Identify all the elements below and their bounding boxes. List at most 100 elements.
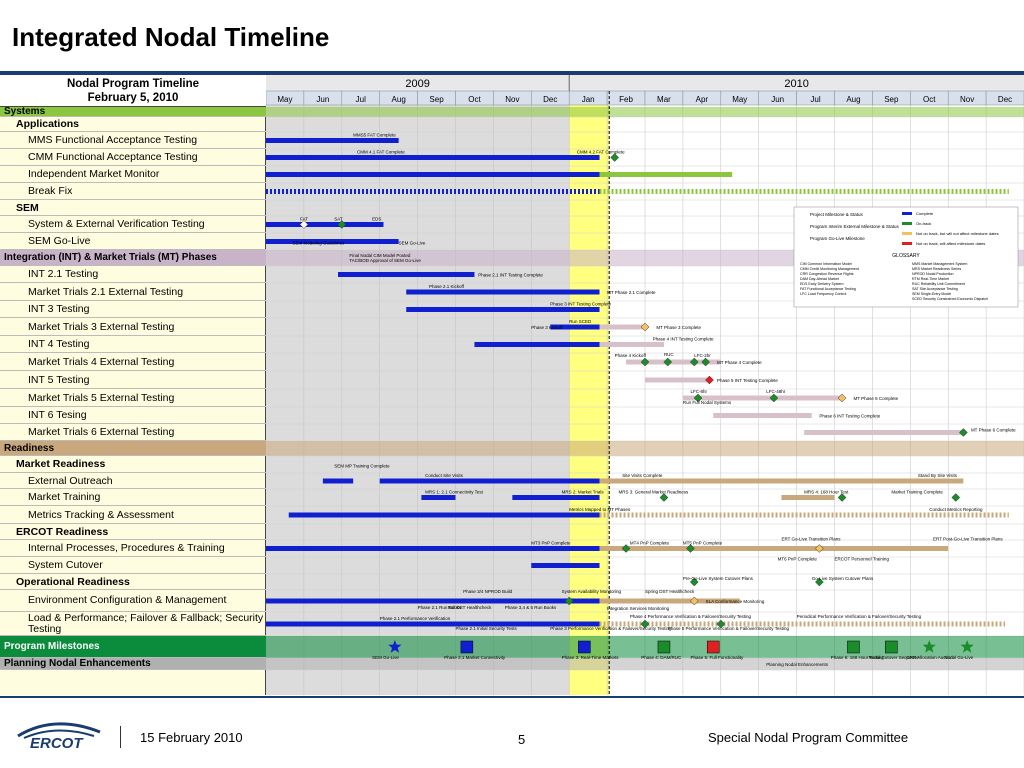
- annotation: Phase 3: Real-Time Markets: [562, 655, 620, 660]
- bar-training-2: [512, 495, 600, 500]
- legend-swatch: [902, 212, 912, 215]
- section-band: [266, 658, 1024, 670]
- row-label: External Outreach: [0, 473, 266, 489]
- ercot-logo-icon: [17, 722, 101, 739]
- annotation: Phase 2.1 Initial Security Tests: [456, 626, 518, 631]
- annotation: MT4 PnP Complete: [630, 541, 670, 546]
- milestone-diamond: [299, 220, 309, 229]
- glossary-item: MMS Market Management System: [912, 262, 967, 266]
- slide-title: Integrated Nodal Timeline: [12, 22, 330, 52]
- milestone-diamond: [837, 493, 847, 502]
- annotation: MT Phase 4 Complete: [717, 360, 762, 365]
- milestone-diamond: [716, 619, 726, 629]
- annotation: Phase 3 INT Testing Complete: [550, 302, 611, 307]
- bar-mms-fat: [266, 138, 399, 143]
- bar-sem-golive: [266, 239, 399, 244]
- annotation: Metrics Mapped to MT Phases: [569, 507, 631, 512]
- glossary-item: NPROD Nodal Production: [912, 272, 954, 276]
- milestone-square: [460, 640, 474, 654]
- annotation: Phase 5 Performance Verification & Failo…: [668, 626, 790, 631]
- glossary-item: SAT Site Acceptance Testing: [912, 287, 958, 291]
- legend-item: Not on track, will affect milestone date…: [916, 241, 985, 246]
- bar-cmm-fat: [266, 155, 600, 160]
- annotation: Nodal Cutover Sequence: [869, 655, 920, 660]
- month-label: Jul: [356, 95, 366, 104]
- bar-metrics: [288, 512, 600, 518]
- milestone-diamond: [689, 577, 699, 587]
- annotation: Phase 2.1 Performance Verification: [380, 616, 451, 621]
- milestone-diamond: [663, 357, 673, 367]
- milestone-diamond: [621, 544, 631, 553]
- row-label: Program Milestones: [0, 636, 266, 658]
- bar-sem-verification: [266, 222, 384, 227]
- chart-header-date: February 5, 2010: [87, 92, 179, 104]
- bar-env-config: [266, 598, 600, 604]
- glossary-item: CMM Credit Monitoring Management: [800, 267, 859, 271]
- annotation: Market Training Complete: [891, 490, 943, 495]
- year-band: [266, 75, 1024, 91]
- annotation: CRR Allocation Auction: [907, 655, 954, 660]
- annotation: Phase 3 Performance Verification & Failo…: [550, 626, 672, 631]
- section-band: [266, 636, 1024, 658]
- bar-mt-6: [804, 430, 964, 435]
- month-label: Sep: [884, 95, 899, 104]
- row-label: Market Training: [0, 489, 266, 506]
- month-label: Apr: [696, 95, 709, 104]
- row-label: Operational Readiness: [0, 574, 266, 590]
- chart-header: Nodal Program Timeline February 5, 2010: [0, 75, 266, 107]
- legend-item: Not on track, but will not affect milest…: [916, 231, 999, 236]
- bar-mt-3-future: [599, 324, 645, 330]
- annotation: MT Phase 6 Complete: [971, 428, 1016, 433]
- month-label: Dec: [998, 95, 1012, 104]
- annotation: Site Visits Complete: [622, 473, 663, 478]
- highlight-jan: [569, 91, 609, 695]
- annotation: Phase 3,4 & 5 Run Books: [505, 605, 557, 610]
- annotation: Phase 4 Kickoff: [615, 353, 647, 358]
- annotation: SEM Go-Live: [399, 241, 426, 246]
- annotation: Stand By Site Visits: [918, 473, 958, 478]
- row-label: Market Trials 2.1 External Testing: [0, 283, 266, 301]
- year-label: 2010: [784, 78, 808, 90]
- annotation: Conduct Metrics Reporting: [929, 507, 983, 512]
- row-label: Applications: [0, 117, 266, 132]
- milestone-diamond: [951, 493, 961, 502]
- annotation: Run Full Nodal Systems: [683, 400, 732, 405]
- row-label: Market Trials 3 External Testing: [0, 318, 266, 336]
- milestone-diamond: [814, 577, 824, 587]
- glossary-item: EDS Early Delivery System: [800, 282, 844, 286]
- month-label: Jul: [810, 95, 820, 104]
- annotation: MRS 1: 2.1 Connectivity Test: [425, 490, 483, 495]
- milestone-square: [847, 640, 860, 654]
- annotation: MT Phase 5 Complete: [853, 396, 898, 401]
- annotation: Integration Services Monitoring: [607, 606, 670, 611]
- glossary-item: CRR Congestion Revenue Rights: [800, 272, 854, 276]
- footer: ERCOT 15 February 2010 5 Special Nodal P…: [0, 698, 1024, 768]
- annotation: LFC-2hr: [694, 353, 711, 358]
- bar-internal-procs: [266, 546, 600, 551]
- month-label: Jan: [582, 95, 595, 104]
- ercot-logo-text: ERCOT: [30, 735, 83, 752]
- month-label: Aug: [846, 95, 860, 104]
- annotation: Phase 4 INT Testing Complete: [653, 337, 714, 342]
- month-label: Nov: [960, 95, 974, 104]
- bar-outreach-2: [379, 478, 600, 484]
- row-label: Market Trials 5 External Testing: [0, 389, 266, 407]
- bar-int-3: [406, 307, 600, 312]
- milestone-diamond: [701, 357, 710, 367]
- legend-swatch: [902, 232, 912, 235]
- annotation: Conduct Site Visits: [425, 473, 463, 478]
- row-label: INT 4 Testing: [0, 336, 266, 353]
- section-band: [266, 107, 1024, 117]
- milestone-diamond: [689, 357, 699, 367]
- footer-date: 15 February 2010: [140, 730, 243, 745]
- legend-item: On-track: [916, 221, 931, 226]
- glossary-item: SCED Security Constrained Economic Dispa…: [912, 297, 988, 301]
- row-label: Market Trials 6 External Testing: [0, 424, 266, 441]
- glossary-item: CIM Common Information Model: [800, 262, 852, 266]
- row-label: Load & Performance; Failover & Fallback;…: [0, 612, 266, 636]
- annotation: Pre-Go-Live System Cutover Plans: [683, 576, 754, 581]
- bar-env-config-future: [599, 598, 740, 604]
- milestone-diamond: [564, 596, 574, 606]
- milestone-star-icon: [922, 640, 936, 653]
- annotation: FAT: [300, 217, 308, 222]
